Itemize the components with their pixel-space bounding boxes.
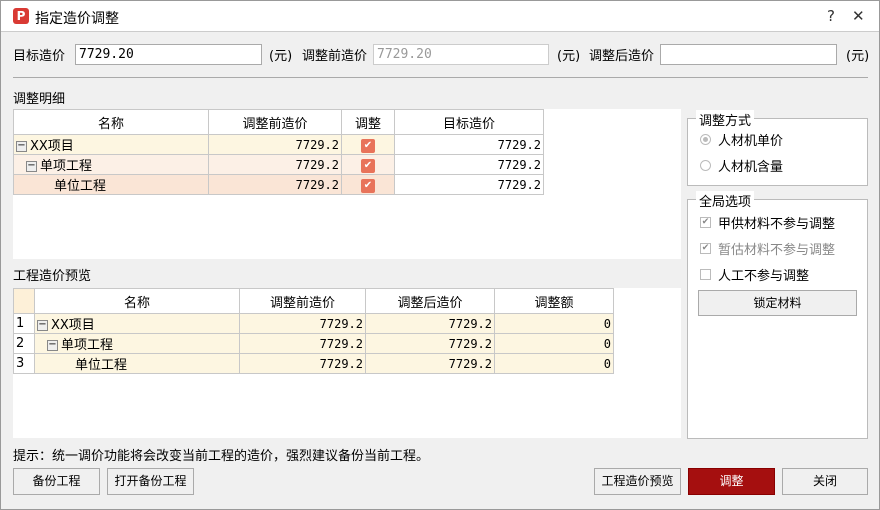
divider — [13, 77, 868, 78]
global-options-group: 全局选项 ✔ 甲供材料不参与调整 ✔ 暂估材料不参与调整 人工不参与调整 锁定材料 — [687, 191, 868, 439]
hint-text: 提示：统一调价功能将会改变当前工程的造价，强烈建议备份当前工程。 — [13, 449, 430, 464]
target-price-input[interactable] — [75, 44, 262, 65]
column-header[interactable]: 调整 — [341, 109, 395, 135]
adjust-checkbox[interactable]: ✔ — [361, 158, 375, 173]
close-button[interactable]: 关闭 — [782, 468, 868, 495]
title-bar — [1, 1, 879, 32]
app-logo-icon: P — [13, 8, 29, 24]
adjust-checkbox[interactable]: ✔ — [361, 138, 375, 153]
preview-table: 名称 调整前造价 调整后造价 调整额 1− XX项目 7729.2 7729.2 0 2− 单项… — [13, 288, 614, 374]
detail-table: 名称 调整前造价 调整 目标造价 − XX项目 7729.2 ✔ 7729.2 − 单项工程 77… — [13, 109, 544, 195]
close-icon[interactable]: ✕ — [852, 7, 865, 25]
column-header[interactable]: 调整前造价 — [239, 288, 366, 314]
backup-button[interactable]: 备份工程 — [13, 468, 100, 495]
detail-title: 调整明细 — [13, 92, 66, 107]
adjust-method-group: 调整方式 人材机单价 人材机含量 — [687, 110, 868, 186]
adjust-button[interactable]: 调整 — [688, 468, 775, 495]
radio-content[interactable]: 人材机含量 — [700, 156, 783, 175]
after-price-input[interactable] — [660, 44, 837, 65]
collapse-icon[interactable]: − — [37, 319, 48, 331]
target-price-label: 目标造价 — [13, 49, 66, 64]
column-header[interactable]: 名称 — [13, 109, 209, 135]
adjust-checkbox[interactable]: ✔ — [361, 178, 375, 193]
table-row[interactable]: 1− XX项目 7729.2 7729.2 0 — [13, 313, 614, 334]
column-header[interactable]: 调整额 — [494, 288, 614, 314]
column-header[interactable]: 调整前造价 — [208, 109, 342, 135]
lock-material-button[interactable]: 锁定材料 — [698, 290, 857, 316]
table-row[interactable]: 单位工程 7729.2 ✔ 7729.2 — [13, 174, 544, 195]
radio-unit-price[interactable]: 人材机单价 — [700, 130, 783, 149]
unit-label: (元) — [846, 49, 870, 64]
collapse-icon[interactable]: − — [47, 339, 58, 351]
window-title: 指定造价调整 — [35, 11, 119, 27]
open-backup-button[interactable]: 打开备份工程 — [107, 468, 194, 495]
table-row[interactable]: 3 单位工程 7729.2 7729.2 0 — [13, 353, 614, 374]
table-row[interactable]: − 单项工程 7729.2 ✔ 7729.2 — [13, 154, 544, 175]
column-header[interactable]: 名称 — [34, 288, 240, 314]
unit-label: (元) — [557, 49, 581, 64]
column-header[interactable]: 目标造价 — [394, 109, 544, 135]
preview-title: 工程造价预览 — [13, 269, 92, 284]
preview-button[interactable]: 工程造价预览 — [594, 468, 681, 495]
before-price-label: 调整前造价 — [302, 49, 368, 64]
help-icon[interactable]: ? — [827, 7, 835, 25]
collapse-icon[interactable]: − — [26, 160, 37, 172]
checkbox-supplied-material[interactable]: ✔ 甲供材料不参与调整 — [700, 217, 836, 232]
after-price-label: 调整后造价 — [589, 49, 655, 64]
table-row[interactable]: 2− 单项工程 7729.2 7729.2 0 — [13, 333, 614, 354]
column-header[interactable]: 调整后造价 — [365, 288, 495, 314]
before-price-input — [373, 44, 549, 65]
checkbox-estimated-material: ✔ 暂估材料不参与调整 — [700, 243, 836, 258]
checkbox-labor[interactable]: 人工不参与调整 — [700, 265, 809, 284]
collapse-icon[interactable]: − — [16, 140, 27, 152]
unit-label: (元) — [269, 49, 293, 64]
table-row[interactable]: − XX项目 7729.2 ✔ 7729.2 — [13, 134, 544, 155]
